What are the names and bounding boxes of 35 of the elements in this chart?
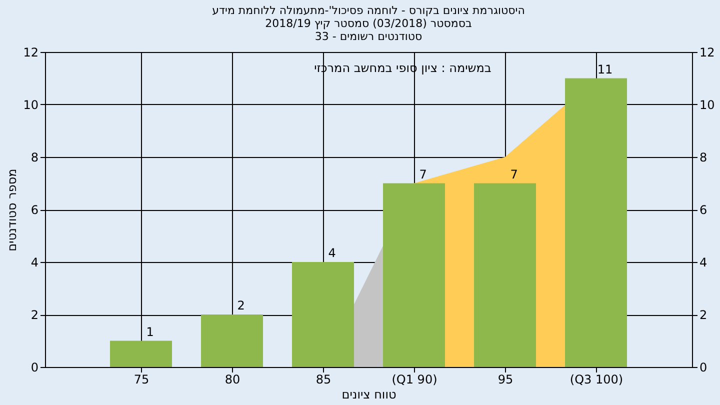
x-tick-label: 80 <box>224 372 240 386</box>
x-axis-title: טווח ציונים <box>342 388 396 402</box>
y-tick-label: 4 <box>30 256 38 270</box>
bar <box>201 314 263 367</box>
data-label: 11 <box>597 62 613 76</box>
text: בסמסטר (03/2018) סמסטר קיץ 2018/19 <box>265 17 472 30</box>
y2-tick-label: 12 <box>700 46 715 60</box>
data-label: 7 <box>510 167 518 182</box>
y-tick-label: 8 <box>30 150 38 164</box>
y-tick-label: 0 <box>30 360 38 374</box>
y2-tick-label: 10 <box>700 98 715 112</box>
y-axis-title: מספר סטודנטים <box>5 168 20 252</box>
x-tick-label: 75 <box>134 372 150 386</box>
data-label: 2 <box>237 298 245 312</box>
y-tick-label: 10 <box>23 98 38 112</box>
y-tick-label: 6 <box>30 203 38 217</box>
y2-tick-label: 0 <box>700 360 708 374</box>
data-label: 7 <box>419 167 427 182</box>
y-tick-label: 2 <box>30 308 38 322</box>
x-tick-label: 85 <box>316 372 332 386</box>
text: היסטוגרמת ציונים בקורס - לוחמה פסיכול'-מתעמולה ללוחמת מידע <box>212 4 525 17</box>
x-tick-label: 95 <box>498 372 514 386</box>
y2-tick-label: 4 <box>700 256 708 270</box>
y2-tick-label: 2 <box>700 308 708 322</box>
data-label: 1 <box>146 324 154 339</box>
y2-tick-label: 8 <box>700 150 708 164</box>
data-label: 4 <box>328 246 336 260</box>
bar <box>110 340 172 367</box>
x-tick-label: (Q3 100) <box>570 372 624 386</box>
bar <box>474 183 536 367</box>
x-tick-label: (Q1 90) <box>392 372 438 386</box>
bar <box>565 78 627 367</box>
y2-tick-label: 6 <box>700 203 708 217</box>
y-tick-label: 12 <box>23 46 38 60</box>
text: סטודנטים רשומים - 33 <box>314 30 422 43</box>
